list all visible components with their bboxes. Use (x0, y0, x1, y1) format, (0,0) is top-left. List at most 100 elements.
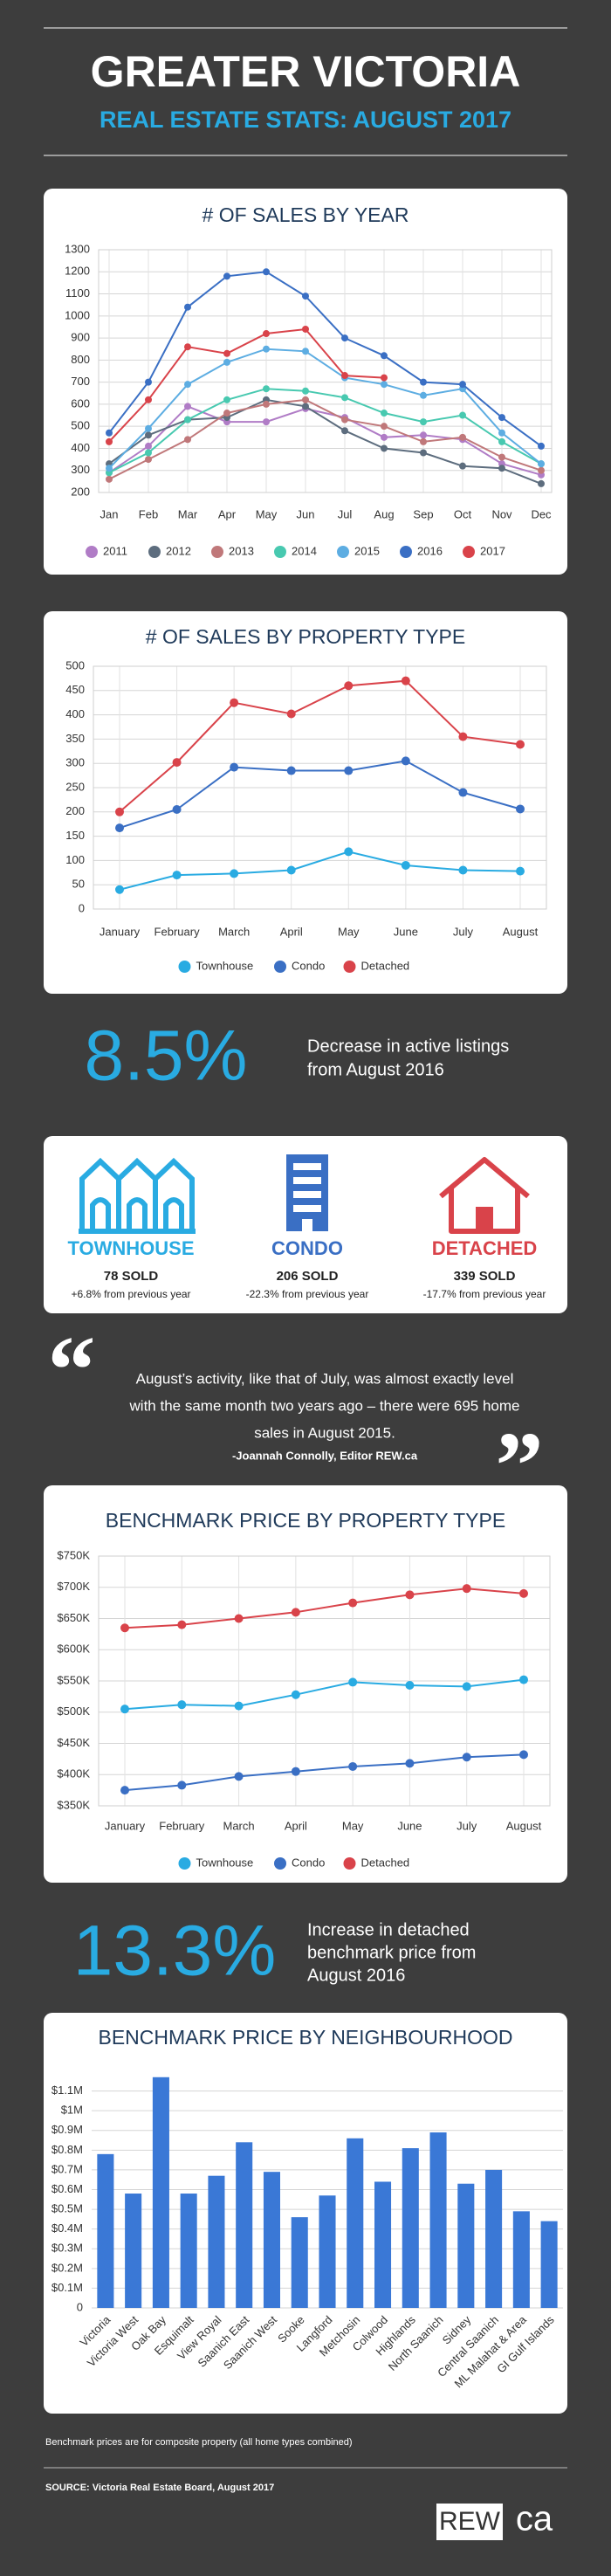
data-point (291, 1767, 300, 1776)
x-tick-label: Aug (374, 507, 394, 520)
source: SOURCE: Victoria Real Estate Board, Augu… (45, 2483, 274, 2493)
x-tick-label: January (105, 1819, 146, 1832)
data-point (120, 1786, 129, 1795)
data-point (420, 437, 427, 445)
data-point (519, 1750, 528, 1760)
data-point (184, 381, 191, 389)
data-point (516, 804, 525, 814)
card (44, 2013, 567, 2414)
legend-swatch (463, 546, 475, 558)
property-sold: 78 SOLD (104, 1269, 159, 1284)
series-line (108, 398, 542, 485)
data-point (519, 1675, 528, 1684)
data-point (172, 758, 182, 768)
data-point (184, 303, 191, 311)
bar (429, 2132, 447, 2308)
data-point (120, 1623, 129, 1633)
data-point (516, 740, 525, 749)
data-point (498, 465, 505, 472)
data-point (234, 1701, 244, 1711)
series-line (119, 851, 521, 891)
legend-label: Condo (292, 1856, 325, 1869)
y-tick-label: 200 (71, 485, 90, 498)
bar (208, 2175, 225, 2308)
quote-line: with the same month two years ago – ther… (129, 1397, 520, 1414)
data-point (172, 805, 182, 815)
series-line (108, 271, 542, 447)
property-label: DETACHED (432, 1237, 538, 1259)
data-point (420, 391, 427, 399)
bar (125, 2194, 142, 2308)
data-point (106, 437, 113, 445)
logo-text: REW (439, 2507, 501, 2536)
y-tick-label: $650K (57, 1611, 90, 1624)
x-tick-label: April (280, 925, 303, 938)
data-point (145, 431, 152, 439)
legend-swatch (343, 1857, 356, 1870)
bar (457, 2183, 475, 2308)
legend-swatch (274, 546, 286, 558)
data-point (381, 352, 388, 360)
plot-frame (98, 1555, 551, 1807)
condo-icon (286, 1154, 328, 1231)
bar (319, 2195, 336, 2308)
series-line (108, 327, 385, 443)
chart-title: # OF SALES BY PROPERTY TYPE (146, 625, 465, 648)
y-tick-label: 300 (65, 756, 85, 769)
card (44, 611, 567, 994)
data-point (184, 343, 191, 351)
data-point (145, 396, 152, 403)
series-line (119, 679, 521, 813)
bar (374, 2181, 392, 2308)
quote-line: sales in August 2015. (254, 1424, 395, 1441)
y-tick-label: $550K (57, 1673, 90, 1686)
y-tick-label: 500 (65, 658, 85, 672)
data-point (458, 732, 468, 741)
quote-line: August’s activity, like that of July, wa… (136, 1370, 514, 1387)
data-point (519, 1588, 528, 1598)
x-tick-label: Feb (139, 507, 158, 520)
data-point (263, 400, 270, 408)
data-point (341, 427, 348, 435)
property-sold: 339 SOLD (454, 1269, 516, 1284)
x-tick-label: March (218, 925, 250, 938)
data-point (401, 676, 410, 685)
data-point (120, 1705, 129, 1714)
series-line (124, 1678, 525, 1711)
x-tick-label: July (457, 1819, 477, 1832)
y-tick-label: 800 (71, 353, 90, 366)
data-point (177, 1700, 187, 1710)
y-tick-label: 300 (71, 463, 90, 476)
data-point (538, 466, 545, 474)
legend-label: 2012 (166, 544, 191, 557)
data-point (381, 423, 388, 430)
y-tick-label: $450K (57, 1736, 90, 1749)
data-point (223, 349, 230, 357)
data-point (223, 410, 230, 417)
data-point (106, 465, 113, 472)
data-point (177, 1620, 187, 1629)
data-point (234, 1772, 244, 1781)
data-point (263, 268, 270, 276)
data-point (145, 442, 152, 450)
legend-swatch (343, 961, 356, 973)
series-line (108, 348, 542, 469)
legend-label: 2017 (480, 544, 505, 557)
x-tick-label: June (394, 925, 418, 938)
legend-swatch (178, 961, 191, 973)
series-line (108, 388, 542, 474)
data-point (462, 1753, 471, 1762)
data-point (405, 1681, 415, 1691)
data-point (302, 348, 309, 355)
legend-label: 2015 (354, 544, 380, 557)
data-point (230, 762, 239, 772)
y-tick-label: $350K (57, 1798, 90, 1811)
legend-swatch (400, 546, 412, 558)
data-point (263, 330, 270, 338)
y-tick-label: 1000 (65, 308, 90, 321)
property-label: CONDO (271, 1237, 343, 1259)
legend-label: 2016 (417, 544, 443, 557)
data-point (498, 414, 505, 422)
data-point (106, 475, 113, 483)
y-tick-label: 0 (77, 2300, 83, 2313)
